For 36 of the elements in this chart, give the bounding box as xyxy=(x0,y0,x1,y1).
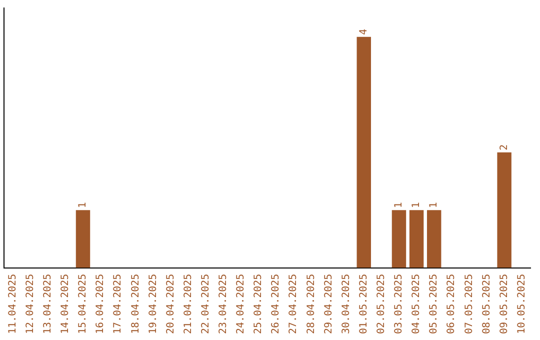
x-tick-label: 24.04.2025 xyxy=(236,274,247,334)
x-tick-label: 05.05.2025 xyxy=(428,274,440,334)
data-label: 1 xyxy=(394,202,405,208)
x-tick-label: 22.04.2025 xyxy=(200,274,212,334)
x-tick-label: 26.04.2025 xyxy=(270,274,282,334)
x-tick-label: 12.04.2025 xyxy=(24,274,36,334)
x-tick-label: 01.05.2025 xyxy=(358,274,370,334)
data-label: 4 xyxy=(358,28,370,35)
x-tick-label: 03.05.2025 xyxy=(394,274,405,334)
x-tick-label: 30.04.2025 xyxy=(340,274,352,334)
x-tick-label: 20.04.2025 xyxy=(165,274,176,334)
x-tick-label: 27.04.2025 xyxy=(288,274,300,334)
x-tick-label: 21.04.2025 xyxy=(182,274,194,334)
x-tick-label: 11.04.2025 xyxy=(7,274,18,334)
x-tick-label: 23.04.2025 xyxy=(218,274,230,334)
x-tick-label: 08.05.2025 xyxy=(481,274,492,334)
data-label: 1 xyxy=(411,202,422,208)
x-tick-label: 07.05.2025 xyxy=(464,274,475,334)
x-tick-label: 28.04.2025 xyxy=(306,274,317,334)
x-tick-label: 19.04.2025 xyxy=(148,274,159,334)
data-label: 1 xyxy=(428,202,440,208)
x-tick-label: 16.04.2025 xyxy=(95,274,106,334)
x-tick-label: 10.05.2025 xyxy=(516,274,528,334)
x-tick-label: 06.05.2025 xyxy=(446,274,458,334)
x-tick-label: 14.04.2025 xyxy=(60,274,72,334)
x-tick-label: 09.05.2025 xyxy=(498,274,510,334)
x-tick-label: 18.04.2025 xyxy=(130,274,142,334)
x-tick-label: 15.04.2025 xyxy=(78,274,89,334)
data-label: 2 xyxy=(498,144,510,150)
x-tick-label: 02.05.2025 xyxy=(376,274,388,334)
data-label: 1 xyxy=(78,202,89,208)
x-tick-label: 13.04.2025 xyxy=(42,274,54,334)
x-tick-label: 17.04.2025 xyxy=(112,274,124,334)
x-tick-label: 04.05.2025 xyxy=(411,274,422,334)
x-tick-label: 25.04.2025 xyxy=(253,274,264,334)
x-tick-label: 29.04.2025 xyxy=(323,274,334,334)
